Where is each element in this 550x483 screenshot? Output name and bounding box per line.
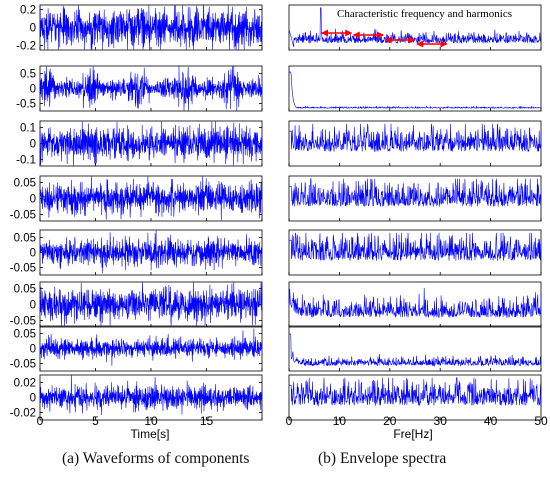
y-tick-label: 0.05 [14,329,36,341]
y-tick-label: -0.5 [16,99,36,111]
x-tick-label: 0 [37,414,44,428]
x-tick-label: 20 [383,414,397,428]
y-tick-label: 0 [30,84,36,96]
x-tick-label: 50 [534,414,548,428]
spectrum-series-line [289,178,542,207]
x-tick-label: 0 [286,414,293,428]
x-tick-label: 10 [333,414,347,428]
y-tick-label: 0.02 [14,378,36,390]
waveform-series-line [39,5,263,50]
waveform-subplot: 0.05 0 -0.05 [10,229,263,276]
spectrum-series-line [289,71,542,110]
annotation-label: Characteristic frequency and harmonics [337,8,512,20]
spectrum-subplot [288,281,542,328]
spectrum-subplot [288,65,542,112]
right-caption: (b) Envelope spectra [318,450,447,467]
waveform-subplot: 0.05 0 -0.05 [10,281,263,328]
y-tick-label: 0 [30,248,36,260]
y-tick-label: 0 [30,139,36,151]
spectrum-series-line [289,123,542,153]
spectrum-subplot [288,374,542,421]
spectrum-axes-box [288,4,542,51]
spectrum-subplot [288,175,542,222]
waveform-series-line [39,328,263,366]
right-panel-envelope-spectra: 0 10 20 30 40 50 [286,4,548,428]
right-x-axis-label: Fre[Hz] [393,427,432,441]
spectrum-subplot [288,229,542,276]
waveform-subplot: 0.02 0 -0.02 [10,374,263,421]
waveform-series-line [39,121,263,166]
waveform-series-line [39,282,263,327]
spectrum-series-line [289,333,542,367]
y-tick-label: 0.05 [14,233,36,245]
spectrum-axes-box [288,65,542,112]
waveform-subplot: 0.05 0 -0.05 [10,175,263,222]
y-tick-label: -0.1 [16,155,36,167]
left-panel-waveforms: 0.20-0.20.50-0.50.10-0.10.050-0.050.050-… [10,5,263,428]
y-tick-label: -0.02 [10,408,36,420]
x-tick-label: 5 [92,414,99,428]
y-tick-label: 0 [30,300,36,312]
left-x-axis-label: Time[s] [131,427,170,441]
waveform-subplot: 0.05 0 -0.05 [10,325,263,372]
spectrum-axes-box [288,229,542,276]
spectrum-series-line [289,377,542,407]
spectrum-series-line [289,232,542,262]
left-caption: (a) Waveforms of components [62,450,250,467]
y-tick-label: -0.05 [10,263,36,275]
waveform-series-line [39,375,263,416]
spectrum-subplot [288,325,542,372]
waveform-series-line [39,66,263,111]
y-tick-label: 0 [30,344,36,356]
spectrum-axes-box [288,325,542,372]
waveform-series-line [39,176,263,221]
waveform-series-line [39,230,263,274]
y-tick-label: 0.5 [20,69,36,81]
y-tick-label: 0.05 [14,177,36,189]
y-tick-label: 0.2 [20,5,36,17]
x-tick-label: 30 [434,414,448,428]
waveform-subplot: 0.5 0 -0.5 [16,65,263,112]
harmonics-annotation: Characteristic frequency and harmonics [321,8,512,48]
y-tick-label: 0.05 [14,283,36,295]
x-tick-label: 15 [200,414,214,428]
waveform-subplot: 0.1 0 -0.1 [16,120,263,167]
y-tick-label: -0.05 [10,316,36,328]
y-tick-label: 0 [30,194,36,206]
spectrum-subplot [288,120,542,167]
y-tick-label: 0 [30,23,36,35]
x-tick-label: 40 [484,414,498,428]
y-tick-label: -0.05 [10,210,36,222]
y-tick-label: -0.2 [16,41,36,53]
y-tick-label: 0 [30,393,36,405]
y-tick-label: -0.05 [10,359,36,371]
spectrum-series-line [288,287,542,319]
waveform-subplot: 0.2 0 -0.2 [16,5,263,53]
y-tick-label: 0.1 [20,122,36,134]
x-tick-label: 10 [144,414,158,428]
